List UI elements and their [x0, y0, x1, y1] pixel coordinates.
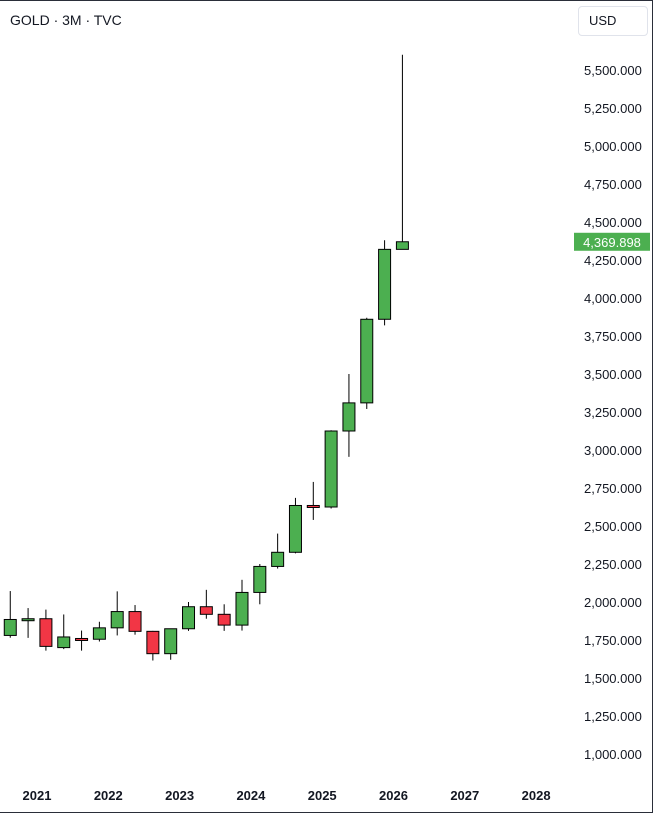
last-price-text: 4,369.898 [583, 235, 641, 250]
time-tick-label: 2025 [308, 788, 337, 803]
price-tick-label: 3,750.000 [584, 329, 642, 344]
candle-body [199, 606, 213, 615]
candle-2021-Q4[interactable] [75, 630, 89, 651]
candle-2022-Q3[interactable] [128, 605, 142, 635]
candle-2022-Q4[interactable] [146, 630, 160, 661]
candle-body [110, 611, 124, 629]
time-axis: 2021 2022 2023 2024 2025 2026 2027 2028 [23, 788, 551, 803]
candles-layer [3, 54, 409, 661]
price-tick-label: 5,500.000 [584, 63, 642, 78]
candle-body [253, 565, 267, 593]
candle-body [21, 618, 35, 622]
candle-body [39, 618, 53, 647]
symbol-title[interactable]: GOLD · 3M · TVC [10, 12, 122, 28]
candle-body [360, 318, 374, 404]
candle-2025-Q1[interactable] [306, 481, 320, 520]
candle-body [146, 630, 160, 655]
candle-body [378, 248, 392, 320]
price-tick-label: 5,250.000 [584, 101, 642, 116]
candle-body [324, 430, 338, 508]
price-tick-label: 2,250.000 [584, 557, 642, 572]
price-tick-label: 2,500.000 [584, 519, 642, 534]
last-price-layer: 4,369.898 [574, 232, 650, 251]
price-tick-label: 4,750.000 [584, 177, 642, 192]
candle-2025-Q3[interactable] [342, 374, 356, 457]
candle-body [395, 241, 409, 250]
candle-2024-Q1[interactable] [235, 579, 249, 631]
candle-body [164, 628, 178, 655]
price-tick-label: 1,500.000 [584, 671, 642, 686]
candle-2023-Q2[interactable] [182, 602, 196, 631]
last-price-bg [574, 232, 650, 251]
candle-2023-Q1[interactable] [164, 628, 178, 660]
price-tick-label: 1,250.000 [584, 709, 642, 724]
candle-body [217, 613, 231, 626]
candle-body [288, 504, 302, 553]
currency-button[interactable]: USD [578, 6, 648, 36]
time-tick-label: 2026 [379, 788, 408, 803]
candle-body [182, 606, 196, 630]
candle-2025-Q4[interactable] [360, 317, 374, 409]
time-tick-label: 2023 [165, 788, 194, 803]
candle-body [128, 611, 142, 632]
candle-body [235, 591, 249, 626]
candle-2024-Q2[interactable] [253, 564, 267, 605]
time-tick-label: 2021 [23, 788, 52, 803]
candle-2022-Q1[interactable] [92, 621, 106, 642]
candle-body [271, 551, 285, 567]
candle-2025-Q2[interactable] [324, 430, 338, 509]
candle-2020-Q4[interactable] [3, 591, 17, 638]
price-tick-label: 5,000.000 [584, 139, 642, 154]
price-tick-label: 4,000.000 [584, 291, 642, 306]
candle-2023-Q4[interactable] [217, 604, 231, 631]
candle-body [57, 636, 71, 649]
candle-2022-Q2[interactable] [110, 591, 124, 636]
candle-body [3, 618, 17, 636]
time-tick-label: 2027 [450, 788, 479, 803]
candle-body [92, 627, 106, 640]
price-tick-label: 4,250.000 [584, 253, 642, 268]
price-tick-label: 2,000.000 [584, 595, 642, 610]
candle-body [75, 637, 89, 641]
candle-2026-Q1[interactable] [378, 240, 392, 326]
price-tick-label: 3,000.000 [584, 443, 642, 458]
candle-2021-Q1[interactable] [21, 608, 35, 638]
price-tick-label: 1,000.000 [584, 747, 642, 762]
candle-2023-Q3[interactable] [199, 589, 213, 619]
price-tick-label: 1,750.000 [584, 633, 642, 648]
time-tick-label: 2024 [236, 788, 266, 803]
candle-2021-Q3[interactable] [57, 614, 71, 650]
time-tick-label: 2022 [94, 788, 123, 803]
time-tick-label: 2028 [522, 788, 551, 803]
candle-2024-Q4[interactable] [288, 497, 302, 554]
last-price-label: 4,369.898 [574, 232, 650, 251]
price-tick-label: 2,750.000 [584, 481, 642, 496]
price-tick-label: 3,500.000 [584, 367, 642, 382]
candle-body [342, 402, 356, 432]
price-tick-label: 3,250.000 [584, 405, 642, 420]
price-axis: 1,000.000 1,250.000 1,500.000 1,750.000 2,00… [584, 63, 642, 762]
price-tick-label: 4,500.000 [584, 215, 642, 230]
candle-2026-Q2[interactable] [395, 54, 409, 250]
candle-2024-Q3[interactable] [271, 533, 285, 569]
candle-body [306, 504, 320, 508]
candle-2021-Q2[interactable] [39, 609, 53, 651]
